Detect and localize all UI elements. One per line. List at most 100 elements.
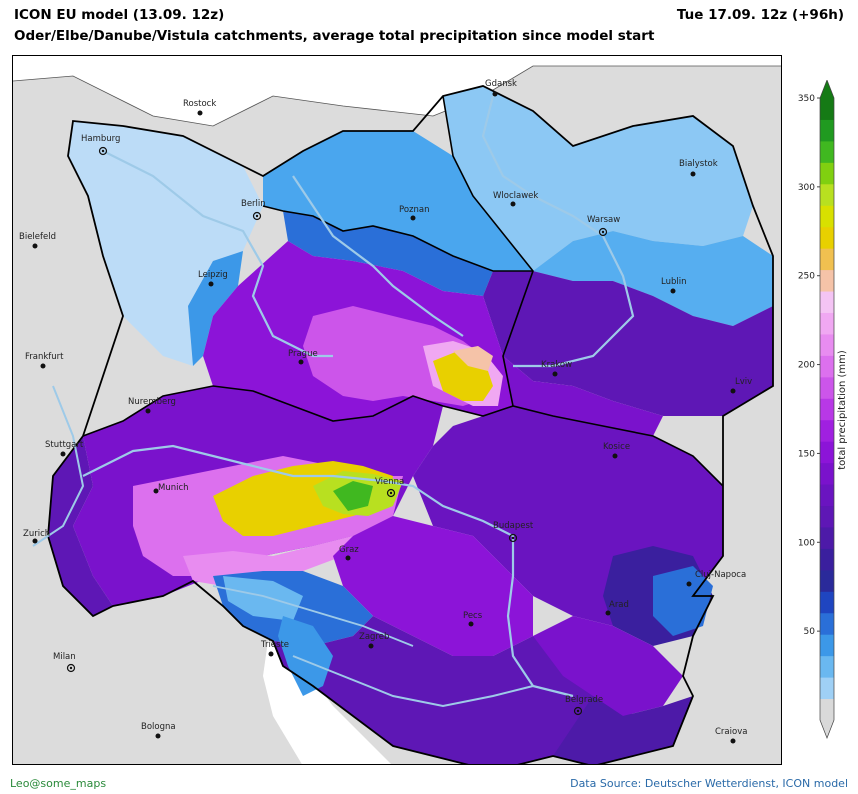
svg-text:Milan: Milan	[53, 652, 76, 662]
colorbar-segment	[820, 248, 834, 271]
svg-text:Frankfurt: Frankfurt	[25, 352, 64, 362]
colorbar-tick-label: 150	[798, 449, 815, 459]
colorbar-segment	[820, 162, 834, 185]
sea	[13, 56, 781, 126]
danube-south-region	[533, 616, 683, 716]
colorbar-segment	[820, 312, 834, 335]
city-hamburg: Hamburg	[81, 134, 120, 156]
svg-text:Pecs: Pecs	[463, 611, 483, 621]
city-gdansk: Gdansk	[485, 79, 517, 97]
colorbar-segment	[820, 355, 834, 378]
city-bialystok: Bialystok	[679, 159, 718, 177]
city-cluj-napoca: Cluj-Napoca	[686, 570, 746, 587]
colorbar-tick-label: 300	[798, 183, 815, 193]
colorbar-segment	[820, 98, 834, 120]
elbe-river	[102, 150, 333, 358]
city-munich: Munich	[153, 483, 189, 494]
colorbar-top-arrow	[820, 80, 834, 98]
oder-region	[263, 131, 533, 271]
svg-text:Zurich: Zurich	[23, 529, 50, 539]
danube-west-edge	[48, 436, 113, 616]
danube-austria-peak	[333, 481, 373, 511]
colorbar-segment	[820, 183, 834, 206]
city-wloclawek: Wloclawek	[493, 191, 538, 207]
vistula-east-region	[533, 231, 773, 326]
colorbar-segment	[820, 291, 834, 313]
city-pecs: Pecs	[463, 611, 483, 627]
sava-river	[292, 655, 534, 708]
colorbar-bottom-arrow	[820, 720, 834, 738]
city-berlin: Berlin	[241, 199, 266, 221]
svg-text:Arad: Arad	[609, 600, 629, 610]
colorbar-segment	[820, 569, 834, 592]
city-belgrade: Belgrade	[565, 695, 603, 716]
colorbar-segment	[820, 205, 834, 228]
city-frankfurt: Frankfurt	[25, 352, 64, 369]
colorbar-segment	[820, 140, 834, 163]
map-canvas: Gdansk Rostock Hamburg Bialystok Wloclaw…	[13, 56, 781, 764]
svg-text:Hamburg: Hamburg	[81, 134, 120, 144]
colorbar-segment	[820, 526, 834, 549]
colorbar-segments	[819, 79, 835, 739]
city-lviv: Lviv	[730, 377, 752, 394]
svg-text:Prague: Prague	[288, 349, 318, 359]
rhine-river	[32, 385, 85, 547]
svg-text:Stuttgart: Stuttgart	[45, 440, 84, 450]
precipitation-map: Gdansk Rostock Hamburg Bialystok Wloclaw…	[12, 55, 782, 765]
city-budapest: Budapest	[493, 521, 534, 543]
city-rostock: Rostock	[183, 99, 216, 116]
colorbar-segment	[820, 398, 834, 421]
outer-catchment-boundary	[47, 85, 774, 764]
svg-text:Bialystok: Bialystok	[679, 159, 718, 169]
colorbar-segment	[820, 698, 834, 721]
city-prague: Prague	[288, 349, 318, 365]
colorbar-segment	[820, 505, 834, 528]
colorbar-segment	[820, 591, 834, 614]
valid-time: Tue 17.09. 12z (+96h)	[676, 7, 844, 23]
svg-text:Belgrade: Belgrade	[565, 695, 603, 705]
svg-text:Rostock: Rostock	[183, 99, 216, 109]
colorbar-segment	[820, 677, 834, 700]
svg-text:Trieste: Trieste	[260, 640, 289, 650]
colorbar-segment	[820, 484, 834, 507]
city-markers: Gdansk Rostock Hamburg Bialystok Wloclaw…	[19, 79, 752, 744]
svg-text:Munich: Munich	[158, 483, 189, 493]
city-krakow: Krakow	[541, 360, 572, 377]
city-graz: Graz	[339, 545, 359, 561]
vistula-basin-boundary	[442, 95, 534, 407]
svg-text:Bielefeld: Bielefeld	[19, 232, 56, 242]
colorbar-segment	[820, 376, 834, 399]
svg-text:Wloclawek: Wloclawek	[493, 191, 538, 201]
vistula-north-region	[443, 86, 753, 271]
svg-text:Poznan: Poznan	[399, 205, 429, 215]
svg-text:Leipzig: Leipzig	[198, 270, 228, 280]
colorbar-ticks: 50 100 150 200 250 300 350	[798, 94, 820, 637]
data-source-text: Data Source: Deutscher Wetterdienst, ICO…	[570, 777, 848, 790]
colorbar-segment	[820, 612, 834, 635]
colorbar-segment	[820, 333, 834, 356]
colorbar-tick-label: 200	[798, 361, 815, 371]
colorbar-segment	[820, 462, 834, 485]
colorbar-tick-label: 350	[798, 94, 815, 104]
city-arad: Arad	[605, 600, 629, 616]
city-bielefeld: Bielefeld	[19, 232, 56, 249]
colorbar-tick-label: 50	[804, 627, 816, 637]
city-milan: Milan	[53, 652, 76, 673]
svg-text:Nuremberg: Nuremberg	[128, 397, 176, 407]
danube-basin-boundary	[82, 385, 724, 487]
colorbar-segment	[820, 419, 834, 442]
svg-text:Vienna: Vienna	[375, 477, 404, 487]
city-lublin: Lublin	[661, 277, 686, 294]
colorbar-label: total precipitation (mm)	[837, 350, 848, 470]
colorbar-segment	[820, 655, 834, 678]
svg-text:Cluj-Napoca: Cluj-Napoca	[695, 570, 746, 580]
map-title: ICON EU model (13.09. 12z)	[14, 7, 225, 23]
svg-text:Gdansk: Gdansk	[485, 79, 517, 89]
city-zurich: Zurich	[23, 529, 50, 544]
city-craiova: Craiova	[715, 727, 747, 744]
drava-river	[212, 585, 414, 647]
svg-text:Lublin: Lublin	[661, 277, 686, 287]
elbe-north-region	[68, 121, 263, 366]
danube-sava-west	[278, 616, 333, 696]
colorbar: 50 100 150 200 250 300 350 total precipitation…	[790, 79, 850, 740]
